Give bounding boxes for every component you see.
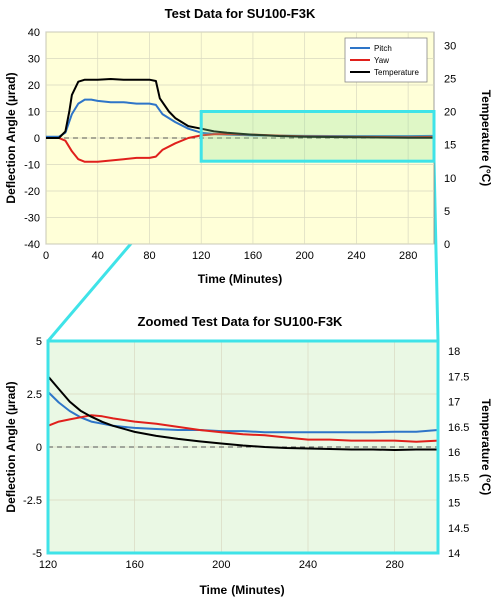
bot-y-tick-0: 0 [36, 442, 42, 454]
zoom-region-box [199, 110, 436, 163]
top-y-tick-10: 10 [28, 107, 40, 119]
top-x-axis-label: Time (Minutes) [198, 272, 282, 286]
bot-y2-tick-15.5: 15.5 [448, 472, 469, 484]
top-y2-tick-labels: 0 5 10 15 20 25 30 [444, 40, 456, 251]
bot-y2-tick-16: 16 [448, 447, 460, 459]
bot-x-tick-120: 120 [39, 559, 57, 571]
bot-series-yaw [47, 414, 439, 443]
top-y-tick--40: -40 [24, 239, 40, 251]
top-y2-axis-label: Temperature (°C) [479, 90, 493, 187]
top-x-tick-80: 80 [143, 250, 155, 262]
bot-x-tick-160: 160 [125, 559, 143, 571]
zoom-series-lines [47, 375, 439, 451]
bot-y2-tick-17: 17 [448, 397, 460, 409]
top-y-tick-30: 30 [28, 54, 40, 66]
bot-y2-tick-18: 18 [448, 346, 460, 358]
zoom-x-axis-label: Time (Minutes) [199, 583, 284, 597]
top-x-tick-160: 160 [244, 250, 262, 262]
zoom-y-axis-label: Deflection Angle (µrad) [4, 381, 18, 512]
zoom-connector-right [432, 161, 440, 342]
top-y-axis-label: Deflection Angle (µrad) [4, 72, 18, 203]
top-series-temperature [46, 78, 434, 139]
legend-label-temperature: Temperature [374, 68, 419, 77]
top-y-tick--20: -20 [24, 186, 40, 198]
legend-label-yaw: Yaw [374, 56, 389, 65]
top-x-tick-240: 240 [347, 250, 365, 262]
top-x-tick-0: 0 [43, 250, 49, 262]
zoom-chart: 120 160 200 240 280 -5 -2.5 0 2.5 5 14 14.5 15 15.5… [4, 314, 493, 597]
bot-x-tick-240: 240 [299, 559, 317, 571]
top-x-tick-120: 120 [192, 250, 210, 262]
zoom-y2-tick-labels: 14 14.5 15 15.5 16 16.5 17 17.5 18 [448, 346, 469, 560]
zoom-x-tick-labels: 120 160 200 240 280 [39, 559, 404, 571]
top-x-tick-labels: 0 40 80 120 160 200 240 280 [43, 250, 417, 262]
top-y-tick--10: -10 [24, 160, 40, 172]
top-y2-tick-5: 5 [444, 206, 450, 218]
legend: Pitch Yaw Temperature [344, 37, 428, 83]
bot-y-tick--5: -5 [32, 548, 42, 560]
top-x-tick-200: 200 [295, 250, 313, 262]
top-y2-tick-15: 15 [444, 140, 456, 152]
bot-y2-tick-16.5: 16.5 [448, 422, 469, 434]
top-y2-tick-10: 10 [444, 173, 456, 185]
bot-y-tick-2.5: 2.5 [27, 389, 42, 401]
legend-label-pitch: Pitch [374, 44, 392, 53]
top-y-tick-20: 20 [28, 80, 40, 92]
top-y2-tick-20: 20 [444, 107, 456, 119]
top-series-lines [46, 78, 435, 163]
bot-y-tick--2.5: -2.5 [23, 495, 42, 507]
bot-series-temperature [47, 375, 438, 451]
zoom-y2-axis-label: Temperature (°C) [479, 399, 493, 496]
top-y-tick-labels: -40 -30 -20 -10 0 10 20 30 40 [24, 27, 40, 251]
top-chart-title: Test Data for SU100-F3K [165, 6, 316, 21]
top-y2-tick-30: 30 [444, 40, 456, 52]
zoom-x-axis-label-unit: (Minutes) [231, 583, 284, 597]
top-x-tick-280: 280 [399, 250, 417, 262]
top-y-tick--30: -30 [24, 213, 40, 225]
zoom-y-tick-labels: -5 -2.5 0 2.5 5 [23, 336, 42, 560]
bot-y2-tick-14.5: 14.5 [448, 523, 469, 535]
zoom-chart-title: Zoomed Test Data for SU100-F3K [138, 314, 344, 329]
top-y2-tick-25: 25 [444, 73, 456, 85]
zoom-frame [46, 339, 440, 555]
bot-y2-tick-15: 15 [448, 498, 460, 510]
zoom-x-axis-label-prefix: Time [199, 583, 227, 597]
bot-x-tick-200: 200 [212, 559, 230, 571]
bot-x-tick-280: 280 [385, 559, 403, 571]
bot-y-tick-5: 5 [36, 336, 42, 348]
top-x-tick-40: 40 [92, 250, 104, 262]
top-y2-tick-0: 0 [444, 239, 450, 251]
bot-y2-tick-14: 14 [448, 548, 460, 560]
top-chart: 0 40 80 120 160 200 240 280 -40-30-20-100102030… [4, 6, 493, 286]
top-y-tick-0: 0 [34, 133, 40, 145]
bot-y2-tick-17.5: 17.5 [448, 371, 469, 383]
top-y-tick-40: 40 [28, 27, 40, 39]
